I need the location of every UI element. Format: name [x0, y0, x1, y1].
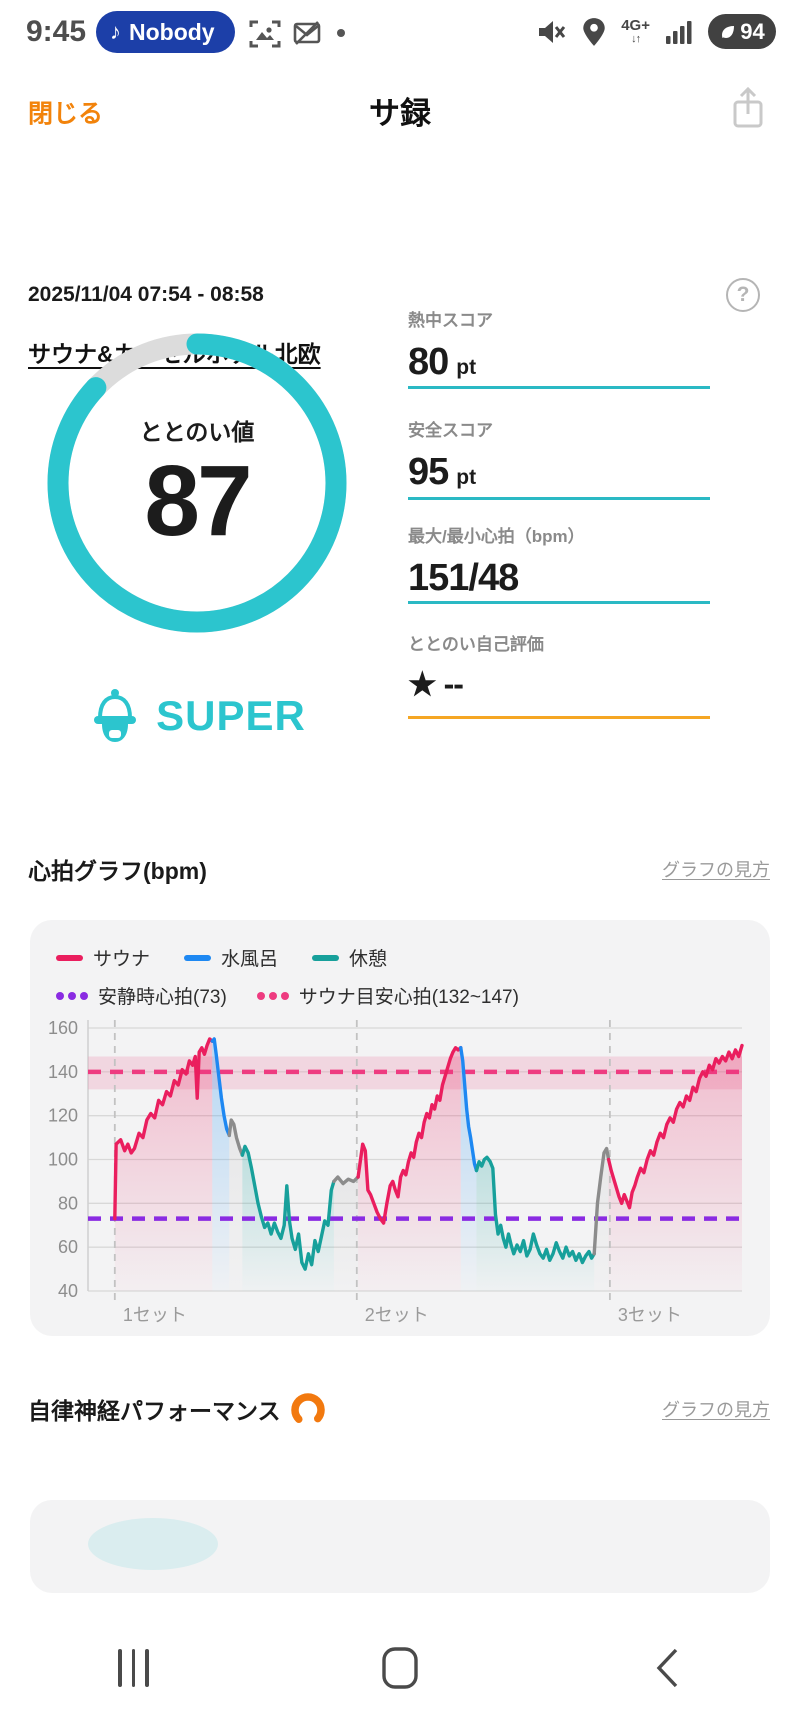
clock: 9:45: [26, 15, 87, 48]
stat-value: 151/48: [408, 557, 519, 599]
legend-rest: 休憩: [312, 944, 387, 971]
legend-label: 水風呂: [221, 949, 279, 970]
loading-skeleton-blob: [88, 1518, 218, 1570]
stat-safety-score: 安全スコア 95 pt: [408, 416, 710, 500]
session-datetime: 2025/11/04 07:54 - 08:58: [28, 283, 264, 306]
legend-line-swatch: [184, 954, 212, 961]
heart-rate-chart: 40 60 80 100 120 140 160 1セット 2セット 3セット: [48, 1018, 744, 1325]
ans-graph-help-link[interactable]: グラフの見方: [662, 1400, 770, 1420]
svg-text:120: 120: [48, 1106, 78, 1126]
music-note-icon: ♪: [110, 19, 121, 44]
status-icons: 4G+ ↓↑ 94: [535, 14, 776, 49]
gauge-ring: [47, 333, 347, 633]
stat-heat-score: 熱中スコア 80 pt: [408, 306, 710, 389]
svg-text:1セット: 1セット: [123, 1305, 187, 1325]
rating-badge: SUPER: [47, 688, 347, 744]
svg-text:40: 40: [58, 1281, 78, 1301]
battery-saver-leaf-icon: [722, 25, 735, 38]
stat-unit: pt: [456, 466, 477, 489]
mail-blocked-icon: [293, 21, 321, 45]
home-button[interactable]: [267, 1633, 534, 1703]
close-button[interactable]: 閉じる: [28, 100, 104, 128]
sound-muted-icon: [539, 20, 566, 43]
loading-spinner-arc: [291, 1393, 325, 1427]
stat-label: ととのい自己評価: [408, 635, 544, 654]
svg-text:60: 60: [58, 1237, 78, 1257]
back-button[interactable]: [533, 1633, 800, 1703]
legend-dots-swatch: [256, 991, 289, 1000]
stat-self-rating: ととのい自己評価 ★ --: [408, 630, 710, 719]
legend-line-swatch: [312, 954, 340, 961]
stat-value[interactable]: ★ --: [408, 666, 464, 702]
hr-section-title: 心拍グラフ(bpm): [28, 858, 207, 884]
recents-button[interactable]: [0, 1633, 267, 1703]
home-icon: [382, 1647, 418, 1689]
music-player-pill[interactable]: ♪ Nobody: [96, 11, 235, 53]
legend-water: 水風呂: [184, 944, 278, 971]
network-type-indicator: 4G+ ↓↑: [621, 18, 650, 45]
battery-percent: 94: [740, 18, 765, 44]
screenshot-icon: [249, 20, 281, 48]
stat-underline: [408, 601, 710, 604]
legend-sauna-target: サウナ目安心拍(132~147): [256, 982, 519, 1009]
svg-text:80: 80: [58, 1193, 78, 1213]
hr-legend-row1: サウナ 水風呂 休憩: [56, 944, 387, 971]
svg-text:100: 100: [48, 1150, 78, 1170]
rating-label: SUPER: [156, 692, 306, 739]
legend-line-swatch: [56, 954, 83, 961]
stat-value: 80: [408, 341, 449, 383]
back-chevron-icon: [656, 1648, 677, 1688]
legend-resting-hr: 安静時心拍(73): [56, 982, 227, 1009]
hr-graph-help-link[interactable]: グラフの見方: [662, 860, 770, 880]
totonoi-gauge: ととのい値 87: [47, 333, 347, 633]
location-icon: [583, 17, 605, 46]
legend-sauna: サウナ: [56, 944, 150, 971]
legend-label: サウナ: [93, 949, 151, 970]
battery-indicator: 94: [708, 14, 776, 49]
page-title: サ録: [369, 96, 431, 131]
loading-spinner-icon: [291, 1393, 325, 1427]
music-track-label: Nobody: [129, 18, 215, 45]
svg-text:3セット: 3セット: [618, 1305, 682, 1325]
legend-label: サウナ目安心拍(132~147): [298, 987, 519, 1008]
gauge-value: 87: [144, 444, 252, 557]
share-icon[interactable]: [730, 86, 766, 130]
legend-dots-swatch: [56, 991, 88, 1000]
notification-dot-icon: [337, 29, 345, 37]
gauge-label: ととのい値: [139, 418, 255, 445]
stat-max-min-hr: 最大/最小心拍（bpm） 151/48: [408, 522, 710, 604]
network-arrows: ↓↑: [631, 33, 641, 45]
ans-section-title: 自律神経パフォーマンス: [28, 1398, 281, 1424]
help-icon[interactable]: ?: [726, 278, 760, 312]
recents-icon: [118, 1649, 149, 1687]
signal-bars-icon: [666, 20, 692, 44]
android-nav-bar: [0, 1620, 800, 1716]
svg-text:160: 160: [48, 1018, 78, 1038]
hr-legend-row2: 安静時心拍(73) サウナ目安心拍(132~147): [56, 982, 519, 1009]
stat-underline: [408, 386, 710, 389]
network-type-label: 4G+: [621, 17, 650, 34]
sauna-hat-icon: [94, 689, 137, 742]
stat-label: 安全スコア: [408, 421, 493, 440]
stat-underline: [408, 497, 710, 500]
stat-label: 熱中スコア: [408, 311, 493, 330]
svg-text:2セット: 2セット: [365, 1305, 429, 1325]
heart-rate-card: サウナ 水風呂 休憩 安静時心拍(73) サウナ目安心拍(132~147) 40…: [30, 920, 770, 1336]
legend-label: 安静時心拍(73): [98, 987, 227, 1008]
ans-card-loading: [30, 1500, 770, 1593]
stat-label: 最大/最小心拍（bpm）: [408, 527, 585, 546]
stat-unit: pt: [456, 356, 477, 379]
stat-value: 95: [408, 451, 449, 493]
status-bar: 9:45 ♪ Nobody: [0, 0, 800, 64]
legend-label: 休憩: [349, 949, 388, 970]
stat-underline: [408, 716, 710, 719]
svg-text:140: 140: [48, 1062, 78, 1082]
